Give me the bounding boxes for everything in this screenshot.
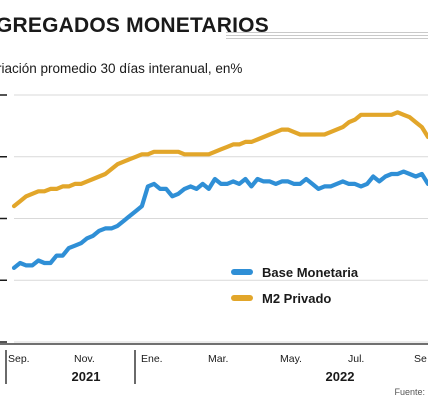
year-label: 2022 bbox=[326, 369, 355, 384]
x-tick-label: Se bbox=[414, 353, 427, 365]
x-tick-label: May. bbox=[280, 353, 302, 365]
x-tick-label: Ene. bbox=[141, 353, 163, 365]
source-note: Fuente: I bbox=[394, 387, 428, 397]
legend-label: Base Monetaria bbox=[262, 265, 359, 280]
legend-label: M2 Privado bbox=[262, 291, 331, 306]
series-line-m2-privado bbox=[11, 110, 428, 209]
chart-title: GREGADOS MONETARIOS bbox=[0, 14, 269, 37]
x-tick-label: Jul. bbox=[348, 353, 364, 365]
series-line-base-monetaria bbox=[11, 169, 428, 270]
x-tick-label: Mar. bbox=[208, 353, 228, 365]
year-label: 2021 bbox=[72, 369, 101, 384]
title-rule bbox=[226, 32, 428, 40]
chart-subtitle: riación promedio 30 días interanual, en% bbox=[0, 61, 243, 76]
x-tick-label: Sep. bbox=[8, 353, 30, 365]
x-tick-label: Nov. bbox=[74, 353, 95, 365]
